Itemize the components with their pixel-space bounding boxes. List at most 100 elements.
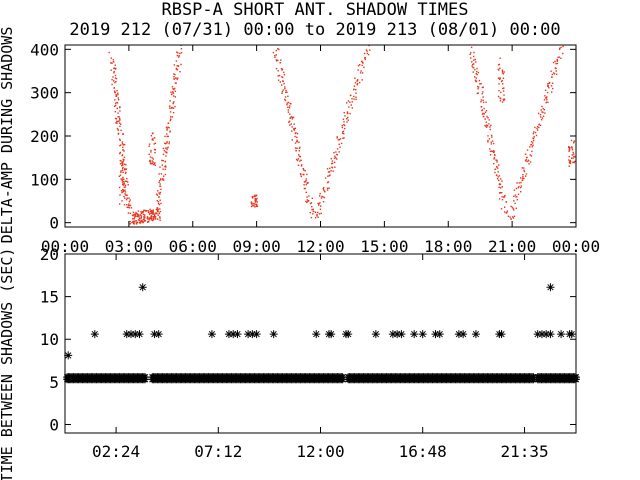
top-data-point: [152, 139, 154, 141]
top-plot-frame: [64, 44, 577, 228]
top-data-point: [160, 188, 162, 191]
top-data-point: [119, 118, 121, 120]
bottom-data-point: [233, 330, 242, 339]
top-data-point: [164, 151, 167, 153]
top-data-point: [159, 180, 161, 182]
top-data-point: [256, 201, 258, 203]
top-data-point: [513, 209, 515, 211]
bottom-data-point: [410, 330, 419, 339]
top-data-point: [333, 157, 336, 159]
top-data-point: [573, 155, 575, 157]
top-data-point: [115, 77, 118, 80]
top-data-point: [127, 212, 130, 214]
top-data-point: [159, 217, 161, 219]
top-data-point: [513, 195, 515, 197]
top-data-point: [180, 63, 182, 66]
top-y-tick-label: 200: [30, 127, 59, 146]
top-data-point: [158, 192, 160, 194]
top-data-point: [335, 157, 337, 159]
top-data-point: [311, 206, 313, 208]
top-data-point: [481, 109, 484, 111]
top-data-point: [130, 207, 132, 209]
bottom-data-point: [388, 330, 397, 339]
top-data-point: [531, 150, 533, 153]
top-data-point: [155, 218, 157, 220]
top-data-point: [157, 214, 159, 216]
top-data-point: [152, 216, 155, 218]
bottom-x-tick-label: 07:12: [194, 442, 242, 461]
top-data-point: [159, 166, 161, 168]
top-data-point: [294, 147, 297, 149]
top-data-point: [544, 112, 546, 114]
top-data-point: [148, 145, 150, 147]
top-data-point: [157, 207, 159, 209]
top-data-point: [322, 201, 325, 203]
top-data-point: [169, 107, 171, 109]
top-data-point: [484, 124, 486, 127]
top-data-point: [555, 73, 558, 75]
top-data-point: [121, 181, 124, 183]
top-data-point: [115, 81, 117, 83]
bottom-data-point: [135, 330, 144, 339]
top-data-point: [493, 151, 495, 154]
bottom-data-point: [397, 330, 406, 339]
top-data-point: [275, 59, 277, 61]
top-data-point: [173, 78, 175, 80]
bottom-data-point: [224, 330, 233, 339]
bottom-y-tick-label: 5: [49, 373, 59, 392]
top-data-point: [553, 72, 555, 74]
top-data-point: [134, 215, 136, 217]
top-data-point: [163, 175, 165, 177]
top-data-point: [355, 89, 357, 91]
top-data-point: [111, 83, 113, 86]
top-data-point: [349, 112, 351, 115]
top-data-point: [353, 98, 355, 100]
top-data-point: [291, 118, 294, 120]
top-data-point: [252, 205, 254, 207]
top-data-point: [570, 157, 573, 159]
top-data-point: [319, 202, 321, 204]
top-data-point: [131, 221, 133, 224]
top-data-point: [149, 208, 151, 211]
top-data-point: [336, 158, 338, 160]
top-data-point: [303, 187, 306, 190]
top-data-point: [369, 49, 371, 51]
top-data-point: [290, 103, 292, 105]
top-data-point: [513, 189, 516, 191]
top-data-point: [327, 175, 329, 177]
top-data-point: [341, 126, 343, 129]
top-data-point: [572, 157, 574, 159]
top-data-point: [117, 93, 119, 96]
top-data-point: [154, 137, 156, 139]
top-data-point: [287, 101, 290, 104]
top-data-point: [336, 153, 338, 156]
top-data-point: [491, 136, 493, 138]
top-data-point: [294, 135, 296, 138]
top-data-point: [174, 105, 176, 108]
top-data-point: [122, 164, 124, 166]
top-data-point: [251, 203, 253, 206]
top-data-point: [126, 194, 128, 196]
top-data-point: [327, 181, 330, 183]
top-data-point: [144, 214, 146, 216]
top-data-point: [545, 101, 547, 104]
top-data-point: [572, 151, 574, 154]
top-data-point: [122, 171, 124, 173]
top-data-point: [323, 186, 325, 189]
top-data-point: [530, 141, 533, 143]
bottom-x-axis: 02:24 07:12 12:00 16:48 21:35: [92, 254, 549, 461]
top-data-point: [484, 118, 486, 120]
top-data-point: [328, 171, 331, 173]
top-data-point: [475, 80, 478, 82]
top-data-point: [523, 170, 526, 173]
top-data-point: [481, 93, 483, 95]
top-data-point: [477, 86, 480, 88]
top-data-point: [359, 81, 361, 84]
top-data-point: [329, 174, 331, 176]
top-data-point: [336, 137, 338, 139]
top-data-point: [572, 161, 574, 164]
top-data-point: [504, 206, 506, 208]
top-data-point: [512, 207, 514, 210]
top-data-point: [489, 154, 492, 156]
top-data-point: [255, 198, 257, 200]
